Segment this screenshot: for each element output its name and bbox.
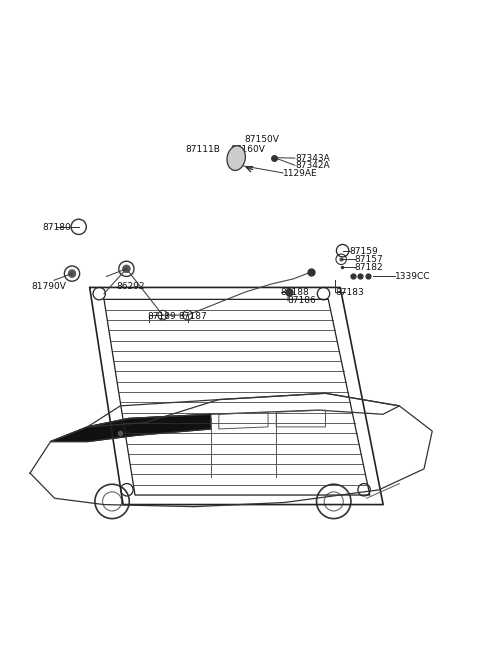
Polygon shape (50, 415, 211, 441)
Text: 86292: 86292 (116, 281, 144, 291)
Text: 87182: 87182 (355, 263, 383, 272)
Text: 87180: 87180 (42, 223, 71, 232)
Text: 87187: 87187 (178, 312, 207, 321)
Text: 87183: 87183 (336, 288, 364, 297)
Ellipse shape (227, 146, 245, 171)
Text: 87188: 87188 (281, 288, 309, 297)
Circle shape (122, 265, 130, 273)
Text: 1129AE: 1129AE (283, 169, 318, 178)
Text: 87189: 87189 (147, 312, 176, 321)
Text: 87111B: 87111B (185, 144, 220, 154)
Text: 87150V: 87150V (245, 135, 280, 144)
Text: 1339CC: 1339CC (395, 272, 431, 281)
Text: 87186: 87186 (288, 296, 316, 305)
Text: 87157: 87157 (355, 255, 384, 264)
Text: 87159: 87159 (350, 247, 379, 256)
Text: 87160V: 87160V (230, 144, 265, 154)
Text: 87342A: 87342A (295, 161, 329, 171)
Text: 87343A: 87343A (295, 154, 330, 163)
Text: 81790V: 81790V (32, 281, 67, 291)
Circle shape (68, 270, 76, 277)
